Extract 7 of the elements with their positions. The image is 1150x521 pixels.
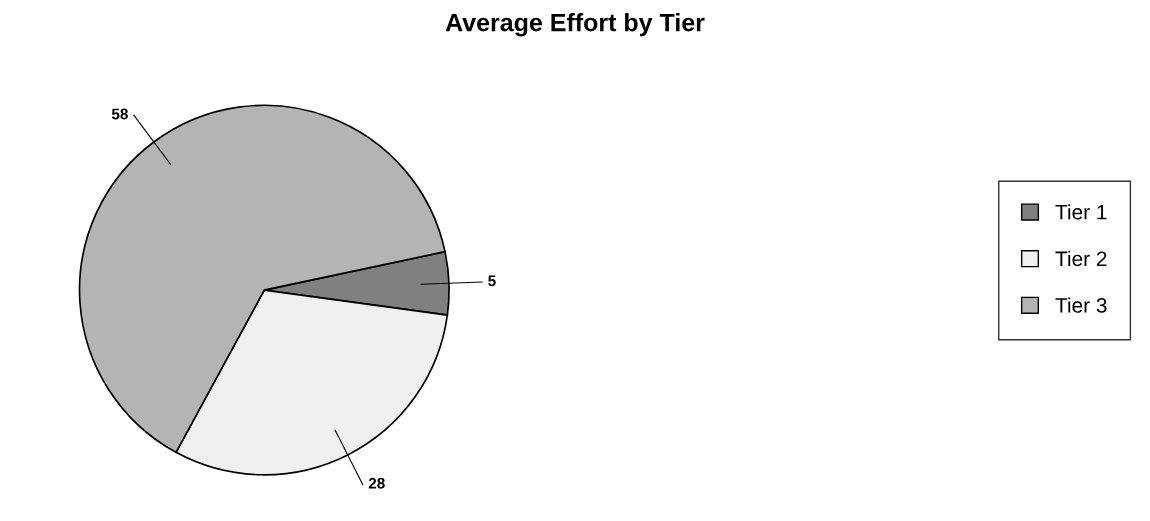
legend-label: Tier 3 — [1055, 297, 1107, 313]
data-label: 28 — [368, 477, 385, 489]
chart-title: Average Effort by Tier — [445, 13, 705, 37]
legend-label: Tier 1 — [1055, 204, 1107, 220]
legend-label: Tier 2 — [1055, 250, 1107, 267]
data-label: 5 — [488, 275, 496, 287]
data-label: 58 — [111, 108, 128, 120]
